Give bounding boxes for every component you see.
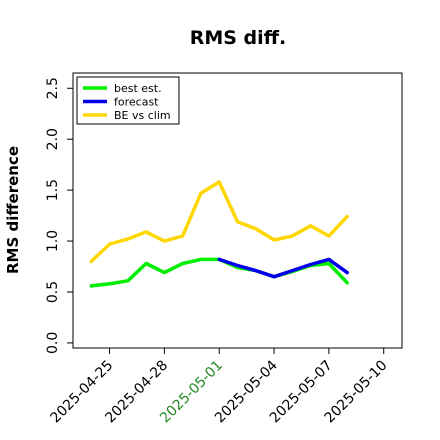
series-layer <box>89 180 349 288</box>
chart-title: RMS diff. <box>190 27 287 49</box>
y-tick-label: 0.5 <box>45 281 61 303</box>
y-tick-label: 1.0 <box>45 230 61 252</box>
legend-label: forecast <box>114 96 159 109</box>
y-tick-label: 0.0 <box>45 332 61 354</box>
series-line-be-vs-clim <box>89 180 349 264</box>
y-tick-label: 2.5 <box>45 77 61 99</box>
x-axis: 2025-04-252025-04-282025-05-012025-05-04… <box>48 348 391 426</box>
y-axis: 0.0 0.5 1.0 1.5 2.0 2.5 <box>45 77 73 354</box>
y-tick-label: 1.5 <box>45 179 61 201</box>
legend-label: best est. <box>114 82 162 95</box>
y-axis-label: RMS difference <box>4 146 22 274</box>
legend-label: BE vs clim <box>114 109 171 122</box>
y-tick-label: 2.0 <box>45 128 61 150</box>
plot-area-frame <box>72 72 403 349</box>
series-line-forecast <box>217 257 349 279</box>
